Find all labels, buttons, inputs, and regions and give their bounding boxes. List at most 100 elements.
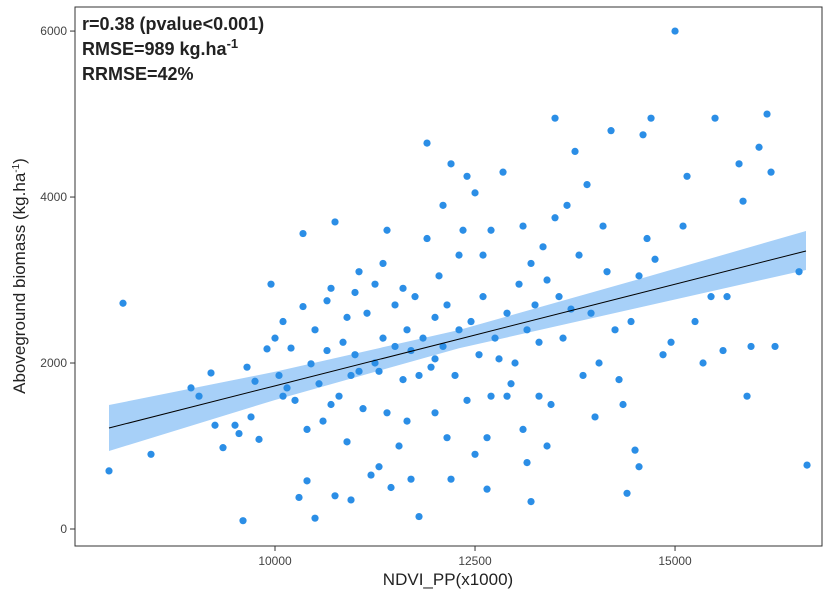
point (735, 160, 743, 168)
point (527, 259, 535, 268)
point (623, 489, 631, 497)
point (383, 226, 391, 234)
point (403, 326, 411, 334)
point (375, 463, 383, 471)
point (583, 180, 591, 189)
point (483, 485, 491, 493)
point (247, 413, 255, 421)
point (651, 255, 659, 263)
point (411, 293, 419, 301)
point (255, 435, 263, 443)
point (495, 355, 503, 363)
point (627, 317, 635, 326)
point (635, 272, 643, 280)
point (419, 334, 427, 342)
point (535, 392, 543, 400)
point (379, 259, 387, 268)
point (595, 359, 603, 367)
point (231, 421, 239, 429)
point (615, 376, 623, 384)
point (355, 367, 363, 375)
point (211, 421, 219, 429)
point (603, 268, 611, 276)
point (723, 293, 731, 301)
point (591, 413, 599, 421)
point (375, 367, 383, 375)
point (415, 371, 423, 380)
point (747, 342, 755, 351)
point (739, 197, 747, 205)
point (523, 458, 531, 467)
point (367, 471, 375, 479)
point (291, 396, 299, 404)
point (679, 222, 687, 230)
point (283, 384, 291, 392)
point (647, 114, 655, 122)
y-tick-label: 2000 (40, 356, 67, 370)
point (195, 392, 203, 400)
point (607, 127, 615, 135)
point (555, 293, 563, 301)
point (635, 463, 643, 471)
regression-line (108, 250, 807, 429)
point (327, 400, 335, 409)
point (547, 400, 555, 409)
point (327, 284, 335, 292)
point (359, 405, 367, 413)
point (331, 218, 339, 226)
point (503, 309, 511, 317)
annotation-sup: -1 (227, 36, 239, 51)
confidence-band (109, 230, 806, 451)
point (219, 444, 227, 452)
point (407, 346, 415, 355)
point (455, 326, 463, 334)
point (579, 371, 587, 380)
point (303, 425, 311, 434)
point (659, 351, 667, 359)
point (299, 302, 307, 311)
point (463, 396, 471, 404)
point (539, 243, 547, 251)
point (699, 359, 707, 367)
point (279, 392, 287, 400)
point (667, 338, 675, 346)
x-tick-label: 12500 (458, 554, 492, 568)
point (383, 409, 391, 417)
point (611, 326, 619, 334)
point (479, 251, 487, 259)
point (491, 334, 499, 342)
point (803, 461, 811, 469)
point (575, 251, 583, 259)
annotation: RRMSE=42% (82, 64, 194, 84)
point (263, 345, 271, 353)
point (311, 514, 319, 522)
point (443, 301, 451, 309)
point (339, 338, 347, 346)
point (207, 369, 215, 377)
point (771, 342, 779, 351)
annotation: r=0.38 (pvalue<0.001) (82, 14, 264, 34)
y-label-text: ) (10, 158, 29, 164)
point (299, 229, 307, 238)
point (471, 450, 479, 458)
point (631, 446, 639, 454)
point (395, 442, 403, 450)
point (347, 371, 355, 380)
point (519, 222, 527, 230)
point (523, 326, 531, 334)
point (711, 114, 719, 122)
point (511, 359, 519, 367)
point (311, 326, 319, 334)
annotation-text: RMSE=989 kg.ha (82, 39, 228, 59)
y-tick-label: 6000 (40, 24, 67, 38)
point (767, 168, 775, 176)
point (619, 400, 627, 409)
point (563, 201, 571, 209)
point (351, 351, 359, 359)
point (743, 392, 751, 400)
x-axis-label: NDVI_PP(x1000) (383, 570, 513, 589)
point (643, 234, 651, 243)
point (279, 317, 287, 326)
point (147, 450, 155, 458)
point (719, 346, 727, 355)
